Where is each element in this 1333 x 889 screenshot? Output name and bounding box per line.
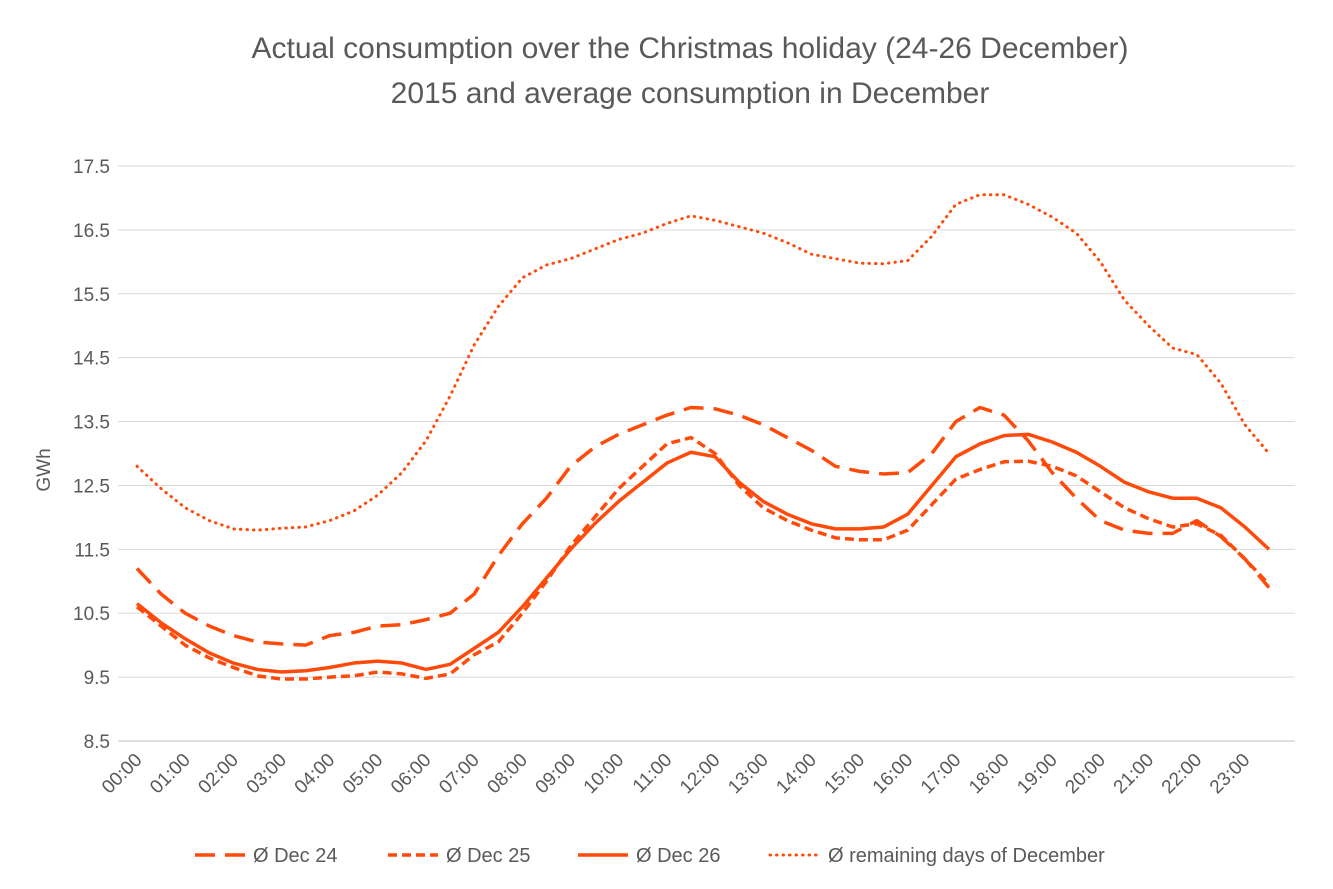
x-tick-label: 08:00 — [483, 750, 531, 798]
chart-title: 2015 and average consumption in December — [391, 77, 990, 110]
x-tick-label: 15:00 — [821, 750, 869, 798]
series-line — [135, 193, 1271, 532]
series-line — [135, 405, 1271, 647]
x-tick-label: 13:00 — [724, 750, 772, 798]
series-line — [135, 432, 1271, 674]
x-tick-label: 03:00 — [243, 750, 291, 798]
x-tick-label: 16:00 — [869, 750, 917, 798]
x-tick-label: 04:00 — [291, 750, 339, 798]
x-tick-label: 09:00 — [532, 750, 580, 798]
legend-label: Ø Dec 24 — [253, 845, 337, 867]
x-tick-label: 21:00 — [1110, 750, 1158, 798]
series-line — [135, 435, 1271, 681]
x-tick-label: 10:00 — [580, 750, 628, 798]
y-tick-label: 9.5 — [84, 668, 110, 689]
x-tick-label: 23:00 — [1206, 750, 1254, 798]
y-tick-label: 10.5 — [73, 604, 110, 625]
x-tick-label: 02:00 — [194, 750, 242, 798]
y-tick-label: 11.5 — [74, 540, 110, 561]
legend-label: Ø Dec 25 — [446, 845, 530, 867]
x-tick-label: 01:00 — [146, 750, 194, 798]
x-tick-label: 22:00 — [1158, 750, 1206, 798]
legend-label: Ø remaining days of December — [828, 845, 1105, 867]
x-tick-label: 07:00 — [435, 750, 483, 798]
y-tick-label: 15.5 — [73, 285, 110, 306]
x-tick-label: 17:00 — [917, 750, 965, 798]
x-tick-label: 14:00 — [772, 750, 820, 798]
x-tick-label: 20:00 — [1061, 750, 1109, 798]
x-tick-label: 11:00 — [629, 750, 676, 797]
x-tick-label: 18:00 — [965, 750, 1013, 798]
legend-label: Ø Dec 26 — [636, 845, 720, 867]
x-tick-label: 12:00 — [676, 750, 724, 798]
chart-title: Actual consumption over the Christmas ho… — [251, 32, 1128, 65]
y-axis-label: GWh — [34, 448, 55, 491]
y-tick-label: 13.5 — [73, 413, 110, 434]
x-tick-label: 05:00 — [339, 750, 387, 798]
y-tick-label: 8.5 — [84, 732, 110, 753]
y-tick-label: 12.5 — [73, 476, 110, 497]
y-tick-label: 16.5 — [73, 221, 110, 242]
x-tick-label: 00:00 — [98, 750, 146, 798]
x-tick-label: 19:00 — [1013, 750, 1061, 798]
y-tick-label: 17.5 — [73, 157, 110, 178]
x-tick-label: 06:00 — [387, 750, 435, 798]
y-tick-label: 14.5 — [73, 349, 110, 370]
